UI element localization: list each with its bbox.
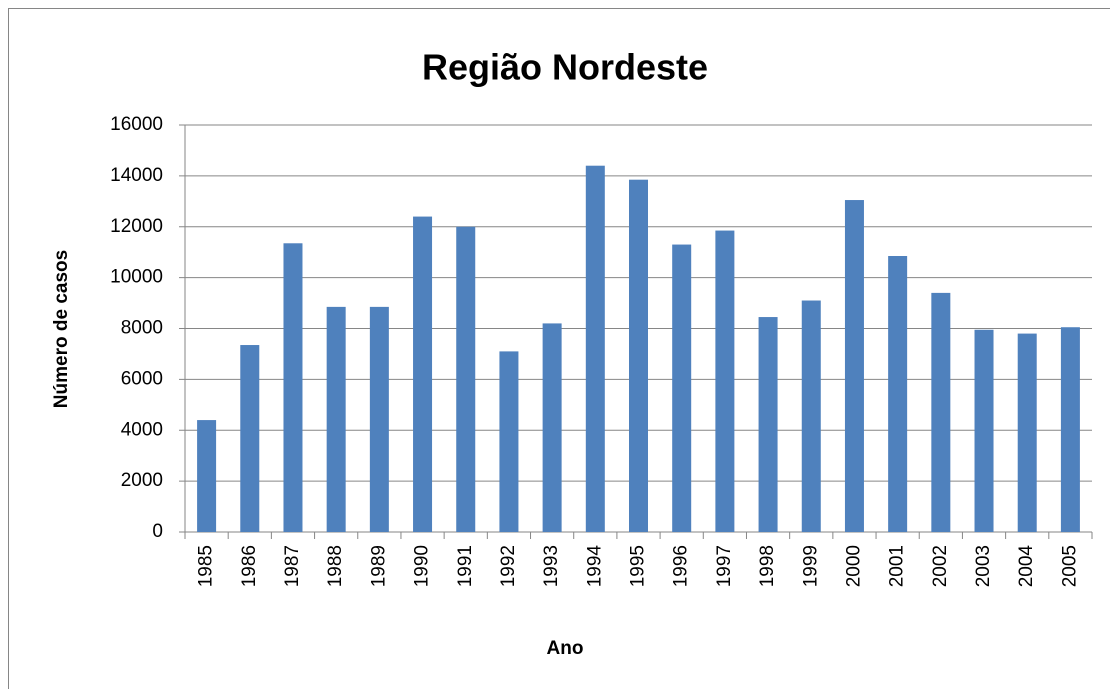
x-tick-label: 1989	[368, 545, 389, 587]
y-tick-label: 10000	[110, 267, 163, 288]
bar	[1017, 333, 1037, 532]
bar	[456, 226, 476, 532]
x-tick-label: 1994	[584, 545, 605, 588]
x-tick-label: 2001	[887, 545, 908, 587]
x-tick-label: 2000	[843, 545, 864, 587]
bar	[585, 165, 605, 532]
x-tick-label: 1986	[239, 545, 260, 587]
y-axis-label: Número de casos	[51, 250, 72, 408]
chart-title: Região Nordeste	[422, 47, 708, 88]
y-tick-label: 2000	[121, 470, 163, 491]
x-tick-label: 2002	[930, 545, 951, 587]
bar	[974, 329, 994, 532]
x-tick-label: 1987	[282, 545, 303, 587]
bar	[629, 179, 648, 533]
bar	[283, 243, 303, 533]
bar	[240, 345, 260, 532]
x-tick-label: 2003	[973, 545, 994, 587]
x-tick-label: 2004	[1016, 545, 1037, 588]
bar	[1060, 327, 1080, 532]
bar	[197, 420, 217, 532]
x-tick-label: 1999	[800, 545, 821, 587]
bar	[672, 244, 692, 532]
x-tick-label: 1995	[628, 545, 649, 587]
x-axis-label: Ano	[547, 638, 584, 659]
y-tick-label: 0	[152, 521, 163, 542]
x-tick-label: 1990	[412, 545, 433, 587]
y-tick-label: 16000	[110, 114, 163, 135]
x-tick-label: 1996	[671, 545, 692, 587]
x-tick-label: 1997	[714, 545, 735, 587]
bar	[758, 317, 778, 532]
chart-frame	[8, 8, 1110, 689]
y-tick-label: 8000	[121, 318, 163, 339]
y-tick-label: 14000	[110, 165, 163, 186]
x-tick-label: 1992	[498, 545, 519, 587]
x-tick-label: 1991	[455, 545, 476, 587]
bar	[844, 200, 864, 532]
bar	[888, 256, 908, 532]
bar	[801, 300, 821, 532]
bar	[542, 323, 562, 532]
bar	[499, 351, 519, 532]
y-tick-label: 12000	[110, 216, 163, 237]
x-tick-label: 1998	[757, 545, 778, 587]
bar	[931, 292, 951, 532]
x-tick-label: 1985	[196, 545, 217, 587]
bar	[715, 230, 735, 533]
y-tick-label: 6000	[121, 368, 163, 389]
x-tick-label: 1993	[541, 545, 562, 587]
bar	[326, 306, 346, 532]
bar	[369, 306, 389, 532]
x-tick-label: 2005	[1059, 545, 1080, 587]
bar	[413, 216, 433, 532]
x-tick-label: 1988	[325, 545, 346, 587]
y-tick-label: 4000	[121, 419, 163, 440]
